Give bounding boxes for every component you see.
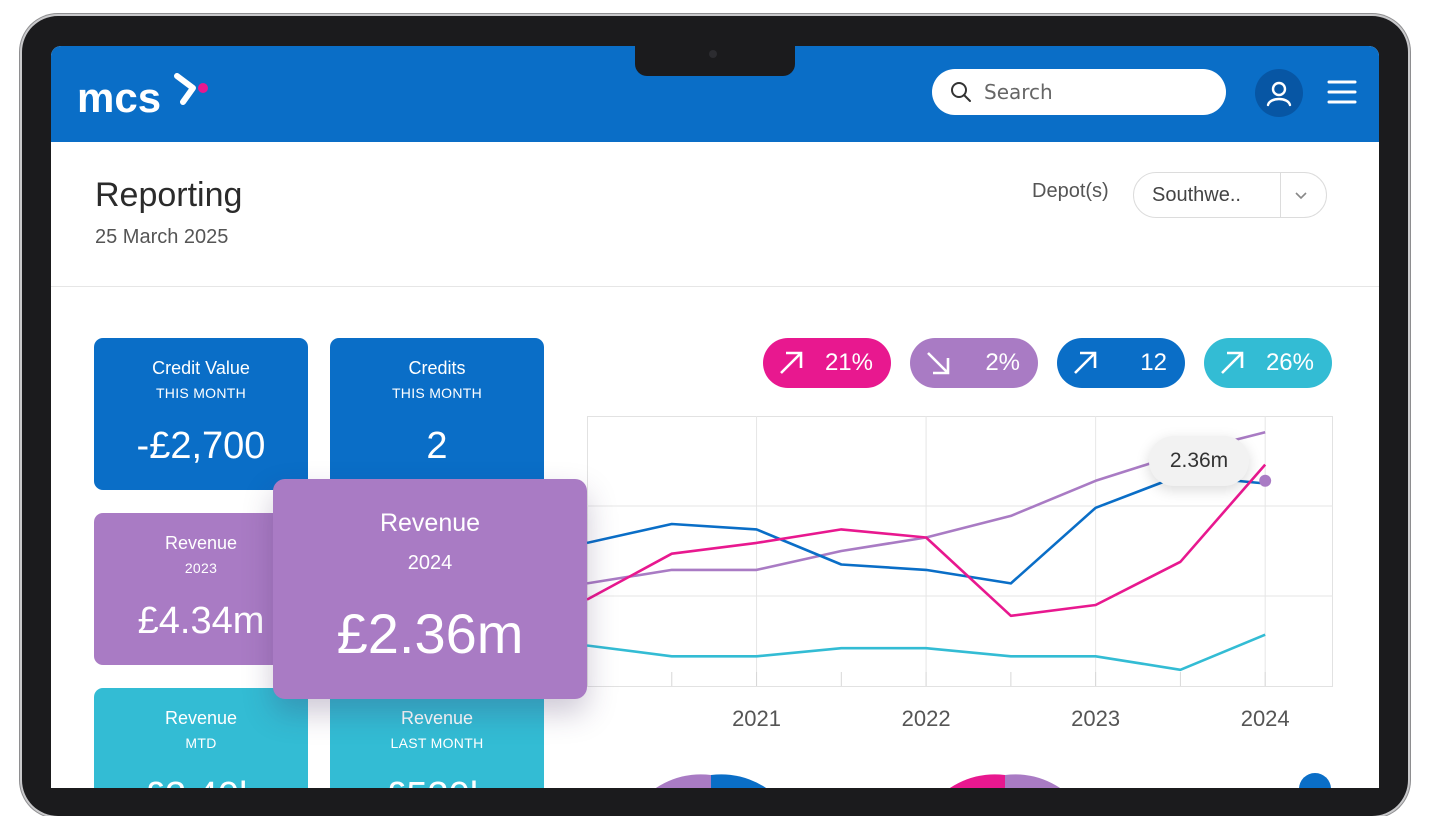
card-title: Credit Value xyxy=(152,358,250,378)
camera-notch xyxy=(635,46,795,76)
header-divider xyxy=(51,286,1379,287)
series-line-3 xyxy=(587,633,1266,672)
card-title: Revenue xyxy=(164,533,238,553)
card-subtitle: MTD xyxy=(185,735,217,751)
trend-value: 26% xyxy=(1265,349,1314,376)
card-value: £530k xyxy=(330,775,544,788)
depot-select[interactable]: Southwe.. xyxy=(1133,172,1327,218)
mcs-logo[interactable]: mcs xyxy=(77,68,217,124)
x-tick-label: 2023 xyxy=(1071,706,1120,731)
card-title: Credits xyxy=(408,358,466,378)
card-value: -£2,700 xyxy=(136,425,266,467)
tooltip-marker xyxy=(1259,474,1272,487)
card-value: £2.36m xyxy=(336,602,524,665)
chart-tooltip: 2.36m xyxy=(1149,436,1249,486)
search-icon xyxy=(951,82,971,102)
page-date: 25 March 2025 xyxy=(95,226,229,248)
card-subtitle: THIS MONTH xyxy=(155,385,247,401)
depot-label: Depot(s) xyxy=(1032,180,1109,202)
donut-chart-2 xyxy=(949,774,1061,788)
trend-pill-blue[interactable]: 12 xyxy=(1057,338,1185,388)
card-subtitle: LAST MONTH xyxy=(390,735,484,751)
trend-pill-teal[interactable]: 26% xyxy=(1204,338,1332,388)
trend-value: 2% xyxy=(985,349,1020,376)
user-icon xyxy=(1266,81,1292,107)
trend-value: 21% xyxy=(824,349,873,376)
camera-icon xyxy=(709,50,717,58)
search-input[interactable] xyxy=(982,79,1206,105)
card-title: Revenue xyxy=(379,509,481,537)
card-subtitle: 2024 xyxy=(407,552,453,574)
plot-frame xyxy=(587,416,1333,687)
arrow-down-right-icon xyxy=(927,352,950,375)
page-title: Reporting xyxy=(95,176,243,214)
series-line-1 xyxy=(587,474,1266,585)
user-account-button[interactable] xyxy=(1255,69,1303,117)
arrow-up-right-icon xyxy=(1074,351,1097,374)
search-box[interactable] xyxy=(932,69,1226,115)
card-title: Revenue xyxy=(164,708,238,728)
arrow-up-right-icon xyxy=(780,351,803,374)
revenue-last-month-card[interactable]: Revenue LAST MONTH £530k xyxy=(330,688,544,788)
card-title: Revenue xyxy=(400,708,474,728)
trend-value: 12 xyxy=(1140,349,1167,376)
revenue-2023-card[interactable]: Revenue 2023 £4.34m xyxy=(94,513,308,665)
revenue-mtd-card[interactable]: Revenue MTD £3.40k xyxy=(94,688,308,788)
trend-pill-purple[interactable]: 2% xyxy=(910,338,1038,388)
x-tick-label: 2024 xyxy=(1241,706,1290,731)
revenue-line-chart: 2021 2022 2023 2024 xyxy=(587,416,1333,731)
donut-chart-1 xyxy=(655,774,767,788)
select-divider xyxy=(1280,173,1281,217)
hamburger-menu-icon[interactable] xyxy=(1327,79,1357,105)
arrow-up-right-icon xyxy=(1221,351,1244,374)
card-value: £4.34m xyxy=(137,600,265,642)
app-screen: mcs Reporting 25 March 2025 Depot(s) So xyxy=(51,46,1379,788)
chevron-down-icon[interactable] xyxy=(1294,188,1308,202)
trend-pill-pink[interactable]: 21% xyxy=(763,338,891,388)
card-subtitle: 2023 xyxy=(184,560,218,576)
scroll-indicator[interactable] xyxy=(1299,773,1331,788)
depot-selected-value: Southwe.. xyxy=(1152,184,1241,206)
card-value: 2 xyxy=(426,425,448,467)
card-subtitle: THIS MONTH xyxy=(391,385,483,401)
logo-text: mcs xyxy=(77,74,161,121)
revenue-2024-highlight-card[interactable]: Revenue 2024 £2.36m xyxy=(273,479,587,699)
credits-card[interactable]: Credits THIS MONTH 2 xyxy=(330,338,544,490)
x-tick-label: 2022 xyxy=(902,706,951,731)
card-value: £3.40k xyxy=(94,775,308,788)
credit-value-card[interactable]: Credit Value THIS MONTH -£2,700 xyxy=(94,338,308,490)
x-tick-label: 2021 xyxy=(732,706,781,731)
series-line-2 xyxy=(587,463,1267,618)
